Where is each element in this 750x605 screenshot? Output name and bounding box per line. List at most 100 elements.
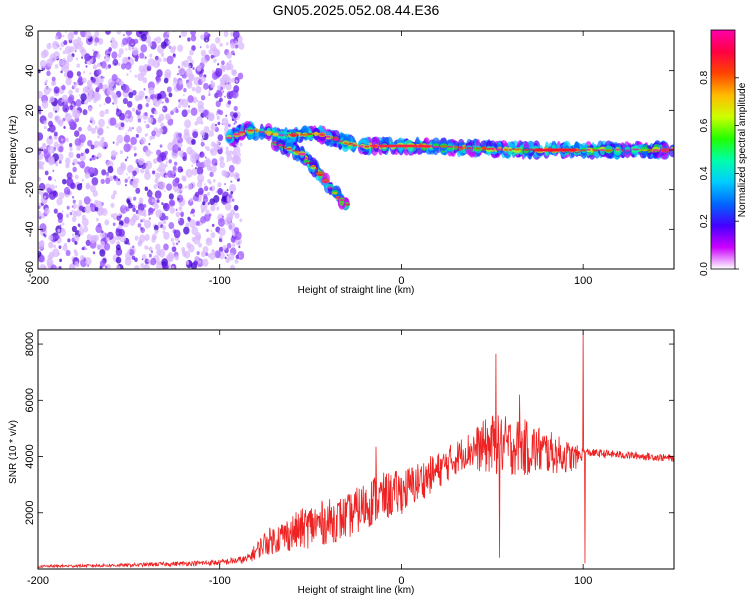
- noise-blob: [160, 41, 167, 49]
- main-track-blob: [475, 147, 481, 150]
- noise-blob: [154, 229, 159, 235]
- noise-blob: [145, 56, 147, 59]
- noise-blob: [216, 206, 220, 211]
- noise-blob: [100, 240, 106, 247]
- noise-blob: [116, 265, 121, 269]
- noise-blob: [133, 146, 137, 151]
- spectrogram-heatmap: [38, 31, 674, 269]
- noise-blob: [211, 248, 215, 252]
- noise-blob: [145, 264, 147, 267]
- noise-blob: [152, 98, 158, 105]
- noise-blob: [222, 74, 230, 83]
- noise-blob: [141, 159, 145, 163]
- noise-blob: [210, 165, 217, 173]
- snr-x-tick-label: -200: [27, 575, 49, 587]
- noise-blob: [72, 199, 76, 204]
- noise-blob: [139, 52, 145, 59]
- noise-blob: [239, 142, 243, 147]
- noise-blob: [233, 53, 235, 56]
- noise-blob: [132, 107, 136, 112]
- noise-blob: [57, 153, 64, 161]
- noise-blob: [76, 71, 81, 77]
- noise-blob: [149, 53, 153, 58]
- noise-blob: [129, 70, 132, 73]
- noise-blob: [62, 178, 67, 185]
- colorbar-tick-label: 0.2: [699, 214, 710, 228]
- noise-blob: [63, 72, 68, 78]
- noise-blob: [145, 149, 152, 157]
- noise-blob: [52, 40, 60, 50]
- noise-blob: [200, 34, 205, 40]
- main-track-core: [557, 148, 564, 152]
- noise-blob: [228, 63, 234, 71]
- noise-blob: [211, 52, 213, 55]
- noise-blob: [153, 38, 157, 42]
- snr-frame: [37, 329, 675, 570]
- noise-blob: [177, 65, 181, 69]
- noise-blob: [233, 85, 240, 93]
- noise-blob: [69, 104, 74, 111]
- noise-blob: [43, 86, 51, 95]
- snr-x-tick-label: 0: [398, 575, 404, 587]
- noise-blob: [154, 203, 159, 210]
- noise-blob: [116, 178, 122, 186]
- noise-blob: [235, 44, 239, 49]
- noise-blob: [115, 256, 122, 264]
- noise-blob: [38, 176, 42, 182]
- noise-blob: [38, 210, 42, 217]
- main-track-blob: [503, 148, 509, 151]
- noise-blob: [156, 155, 162, 163]
- noise-blob: [80, 182, 83, 186]
- noise-blob: [70, 182, 76, 190]
- noise-blob: [205, 44, 209, 49]
- noise-blob: [139, 234, 146, 243]
- main-track-blob: [580, 149, 587, 152]
- noise-blob: [155, 209, 163, 218]
- noise-blob: [175, 170, 178, 173]
- noise-blob: [105, 31, 111, 35]
- noise-blob: [44, 170, 49, 176]
- noise-blob: [229, 150, 233, 155]
- main-track-core: [534, 148, 541, 152]
- noise-blob: [238, 42, 245, 50]
- noise-blob: [177, 104, 182, 109]
- noise-blob: [198, 179, 202, 184]
- noise-blob: [225, 202, 232, 211]
- noise-blob: [158, 99, 163, 105]
- branch-track-blob: [339, 198, 345, 202]
- noise-blob: [74, 174, 79, 180]
- noise-blob: [182, 155, 187, 162]
- noise-blob: [112, 222, 116, 227]
- noise-blob: [173, 229, 181, 239]
- noise-blob: [95, 200, 103, 210]
- main-track-blob: [523, 148, 529, 151]
- noise-blob: [228, 193, 233, 199]
- noise-blob: [195, 85, 202, 94]
- noise-blob: [128, 126, 133, 132]
- noise-blob: [54, 115, 61, 123]
- noise-blob: [118, 212, 121, 217]
- noise-blob: [61, 66, 65, 71]
- noise-blob: [136, 126, 143, 134]
- noise-blob: [74, 261, 79, 266]
- noise-blob: [98, 118, 105, 128]
- noise-blob: [178, 80, 183, 85]
- noise-blob: [38, 255, 45, 263]
- noise-blob: [75, 57, 79, 61]
- noise-blob: [177, 197, 180, 201]
- noise-blob: [181, 175, 186, 181]
- noise-blob: [117, 62, 121, 67]
- noise-blob: [180, 211, 185, 217]
- noise-blob: [76, 145, 81, 151]
- noise-blob: [167, 40, 171, 45]
- noise-blob: [164, 174, 168, 179]
- noise-blob: [38, 162, 41, 167]
- branch-track-blob: [298, 153, 307, 156]
- noise-blob: [96, 68, 102, 76]
- noise-blob: [54, 64, 59, 69]
- noise-blob: [137, 114, 142, 121]
- spectrogram-x-tick-label: 0: [398, 275, 404, 287]
- noise-blob: [187, 55, 192, 62]
- main-track-blob: [466, 146, 472, 150]
